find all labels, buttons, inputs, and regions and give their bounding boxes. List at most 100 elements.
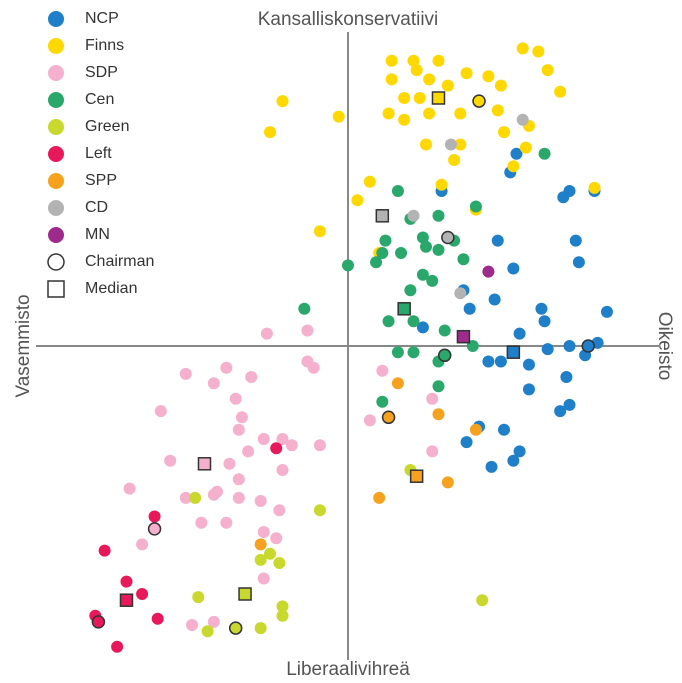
point: [432, 54, 445, 67]
point: [463, 302, 476, 315]
point: [541, 343, 554, 356]
chairman-point: [147, 522, 162, 536]
point: [438, 324, 451, 337]
point: [457, 253, 470, 266]
point: [313, 504, 326, 517]
point: [522, 383, 535, 396]
point: [572, 256, 585, 269]
point: [385, 73, 398, 86]
point: [557, 191, 570, 204]
point: [189, 491, 202, 504]
point: [395, 247, 408, 259]
median-point: [506, 345, 521, 359]
legend-label: Green: [85, 118, 129, 135]
legend-marker: [47, 280, 65, 298]
top-label: Kansalliskonservatiivi: [258, 9, 439, 30]
point: [454, 138, 467, 151]
point: [454, 287, 467, 300]
legend-marker: [48, 146, 64, 162]
point: [363, 414, 376, 427]
point: [488, 293, 501, 306]
point: [513, 327, 526, 340]
point: [179, 491, 192, 504]
point: [98, 544, 111, 557]
point: [432, 408, 445, 421]
point: [432, 380, 445, 393]
point: [254, 495, 267, 507]
point: [423, 107, 436, 120]
median-point: [375, 209, 390, 223]
point: [273, 557, 286, 569]
point: [516, 113, 529, 126]
legend-label: NCP: [85, 10, 119, 27]
point: [220, 516, 233, 529]
bottom-label: Liberaalivihreä: [286, 659, 410, 680]
point: [382, 315, 395, 328]
point: [270, 532, 283, 545]
point: [469, 200, 482, 213]
legend-marker: [48, 92, 64, 108]
point: [223, 457, 236, 470]
median-point: [238, 587, 252, 601]
point: [538, 147, 551, 160]
point: [432, 209, 445, 222]
point: [407, 209, 420, 222]
point: [476, 594, 489, 607]
point: [513, 445, 526, 458]
point: [207, 615, 220, 628]
point: [482, 355, 495, 368]
point: [507, 454, 520, 467]
point: [416, 268, 429, 281]
median-point: [409, 469, 424, 483]
point: [245, 371, 258, 383]
point: [136, 538, 149, 551]
right-label: Oikeisto: [654, 312, 675, 381]
point: [391, 377, 404, 390]
median-point: [456, 329, 471, 344]
point: [413, 92, 426, 104]
point: [207, 377, 220, 390]
point: [136, 588, 149, 600]
point: [363, 175, 376, 188]
legend-marker: [48, 173, 64, 189]
legend-label: Median: [85, 280, 137, 297]
point: [385, 54, 398, 67]
point: [522, 358, 535, 371]
median-point: [119, 593, 134, 607]
point: [186, 619, 198, 631]
point: [460, 436, 473, 449]
point: [260, 327, 273, 340]
legend-label: Cen: [85, 91, 114, 108]
legend-label: SPP: [85, 172, 117, 189]
point: [376, 395, 389, 408]
point: [192, 591, 205, 604]
legend-marker: [48, 11, 64, 27]
point: [232, 491, 245, 504]
point: [257, 572, 270, 585]
legend-marker: [47, 253, 65, 271]
point: [507, 160, 520, 173]
point: [351, 194, 364, 207]
point: [398, 113, 411, 126]
median-point: [397, 302, 411, 316]
point: [482, 265, 495, 278]
point: [510, 147, 523, 160]
point: [232, 473, 245, 486]
point: [301, 324, 314, 337]
point: [257, 526, 270, 538]
point: [264, 126, 276, 139]
point: [407, 346, 420, 359]
chairman-point: [228, 621, 243, 635]
point: [519, 141, 532, 154]
point: [313, 225, 326, 238]
point: [276, 600, 289, 613]
point: [332, 110, 345, 123]
legend-label: SDP: [85, 64, 118, 81]
point: [494, 355, 507, 368]
point: [420, 138, 432, 151]
point: [376, 364, 389, 377]
point: [111, 640, 124, 653]
point: [494, 79, 507, 92]
point: [373, 491, 386, 504]
chairman-point: [472, 94, 486, 108]
